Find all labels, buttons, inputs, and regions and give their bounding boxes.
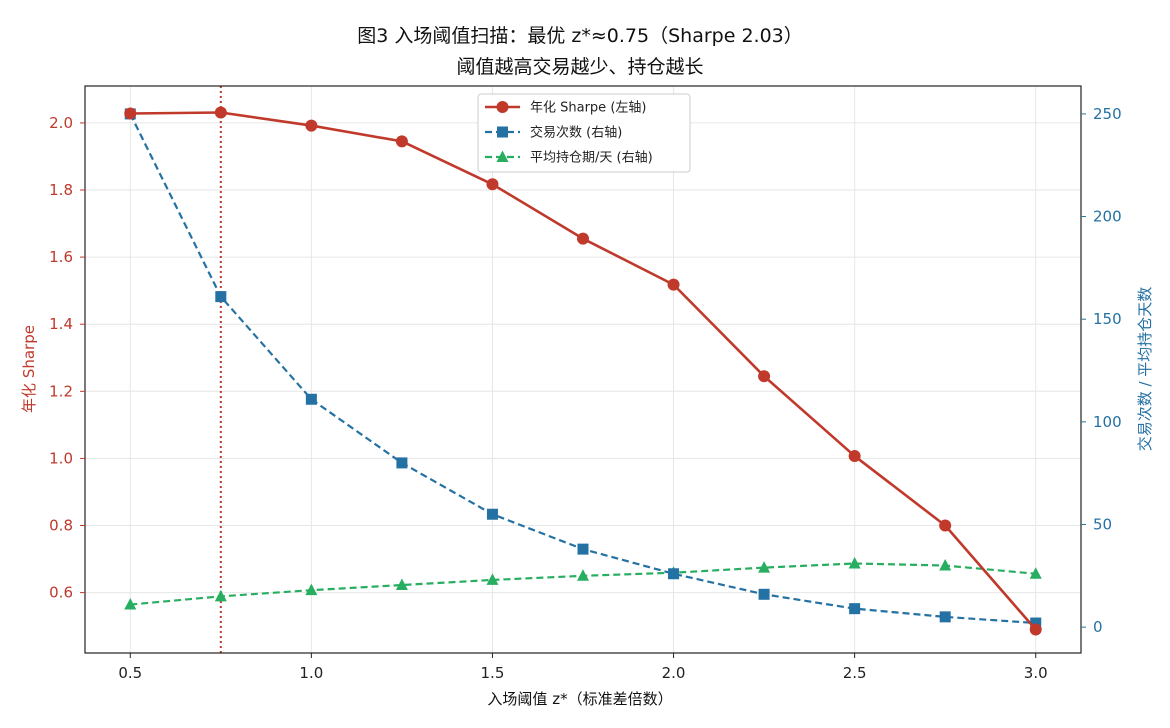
data-point xyxy=(939,519,952,532)
data-point xyxy=(758,561,771,573)
x-tick-label: 1.5 xyxy=(481,664,505,682)
data-point xyxy=(758,588,770,600)
y-axis-right: 0 50 100 150 200 250 xyxy=(1081,105,1122,636)
series-3 xyxy=(124,556,1042,610)
legend-box xyxy=(477,93,691,173)
data-point xyxy=(1029,567,1042,579)
data-point xyxy=(1030,617,1042,629)
data-point xyxy=(668,568,680,580)
y-left-tick-label: 1.8 xyxy=(49,181,73,199)
x-tick-label: 1.0 xyxy=(299,664,323,682)
legend-label: 交易次数 (右轴) xyxy=(530,125,622,141)
y-left-tick-label: 0.6 xyxy=(49,584,73,602)
y-axis-right-label: 交易次数 / 平均持仓天数 xyxy=(1136,287,1154,452)
y-left-tick-label: 1.0 xyxy=(49,449,73,467)
data-point xyxy=(305,119,318,132)
y-left-tick-label: 2.0 xyxy=(49,114,73,132)
x-tick-label: 2.0 xyxy=(662,664,686,682)
series-group xyxy=(124,106,1042,636)
legend: 年化 Sharpe (左轴) 交易次数 (右轴) 平均持仓期/天 (右轴) xyxy=(477,93,691,173)
data-point xyxy=(396,457,408,469)
x-axis: 0.5 1.0 1.5 2.0 2.5 3.0 xyxy=(118,653,1048,682)
plot-frame xyxy=(84,85,1082,654)
data-point xyxy=(305,393,317,405)
data-point xyxy=(577,232,589,245)
data-point xyxy=(758,370,771,383)
chart-title: 图3 入场阈值扫描：最优 z*≈0.75（Sharpe 2.03） xyxy=(357,25,803,47)
data-point xyxy=(1029,623,1042,636)
data-point xyxy=(486,508,498,520)
data-point xyxy=(124,598,137,610)
x-tick-label: 3.0 xyxy=(1024,664,1048,682)
data-point xyxy=(848,556,861,569)
y-axis-left: 0.6 0.8 1.0 1.2 1.4 1.6 1.8 2.0 xyxy=(49,114,85,602)
data-point xyxy=(939,611,951,623)
data-point xyxy=(486,573,499,585)
data-point xyxy=(848,450,861,463)
legend-marker xyxy=(496,101,509,113)
legend-label: 年化 Sharpe (左轴) xyxy=(530,101,646,116)
y-right-tick-label: 100 xyxy=(1093,413,1122,431)
data-point xyxy=(395,135,408,148)
y-right-tick-label: 150 xyxy=(1093,310,1122,328)
data-point xyxy=(939,559,952,571)
data-point xyxy=(215,291,227,303)
y-axis-left-label: 年化 Sharpe xyxy=(20,325,38,413)
y-right-tick-label: 200 xyxy=(1093,208,1122,226)
data-point xyxy=(124,107,137,120)
data-point xyxy=(305,583,318,596)
legend-marker xyxy=(496,150,509,162)
x-axis-label: 入场阈值 z*（标准差倍数） xyxy=(487,690,672,708)
data-point xyxy=(214,106,227,119)
x-tick-label: 0.5 xyxy=(118,664,142,682)
data-point xyxy=(486,178,499,191)
data-point xyxy=(577,543,589,555)
data-point xyxy=(577,569,589,581)
y-left-tick-label: 1.2 xyxy=(49,382,73,400)
y-right-tick-label: 0 xyxy=(1093,618,1103,636)
legend-marker xyxy=(497,126,508,138)
x-tick-label: 2.5 xyxy=(843,664,867,682)
series-2 xyxy=(124,108,1042,629)
chart-subtitle: 阈值越高交易越少、持仓越长 xyxy=(456,56,703,78)
data-point xyxy=(214,589,227,602)
y-left-tick-label: 1.6 xyxy=(49,248,73,266)
data-point xyxy=(667,278,680,291)
legend-label: 平均持仓期/天 (右轴) xyxy=(530,151,653,166)
y-right-tick-label: 50 xyxy=(1093,515,1112,533)
y-right-tick-label: 250 xyxy=(1093,105,1122,123)
data-point xyxy=(849,603,861,615)
data-point xyxy=(395,578,408,591)
y-left-tick-label: 0.8 xyxy=(49,517,73,535)
series-1 xyxy=(124,106,1042,636)
y-left-tick-label: 1.4 xyxy=(49,315,73,333)
